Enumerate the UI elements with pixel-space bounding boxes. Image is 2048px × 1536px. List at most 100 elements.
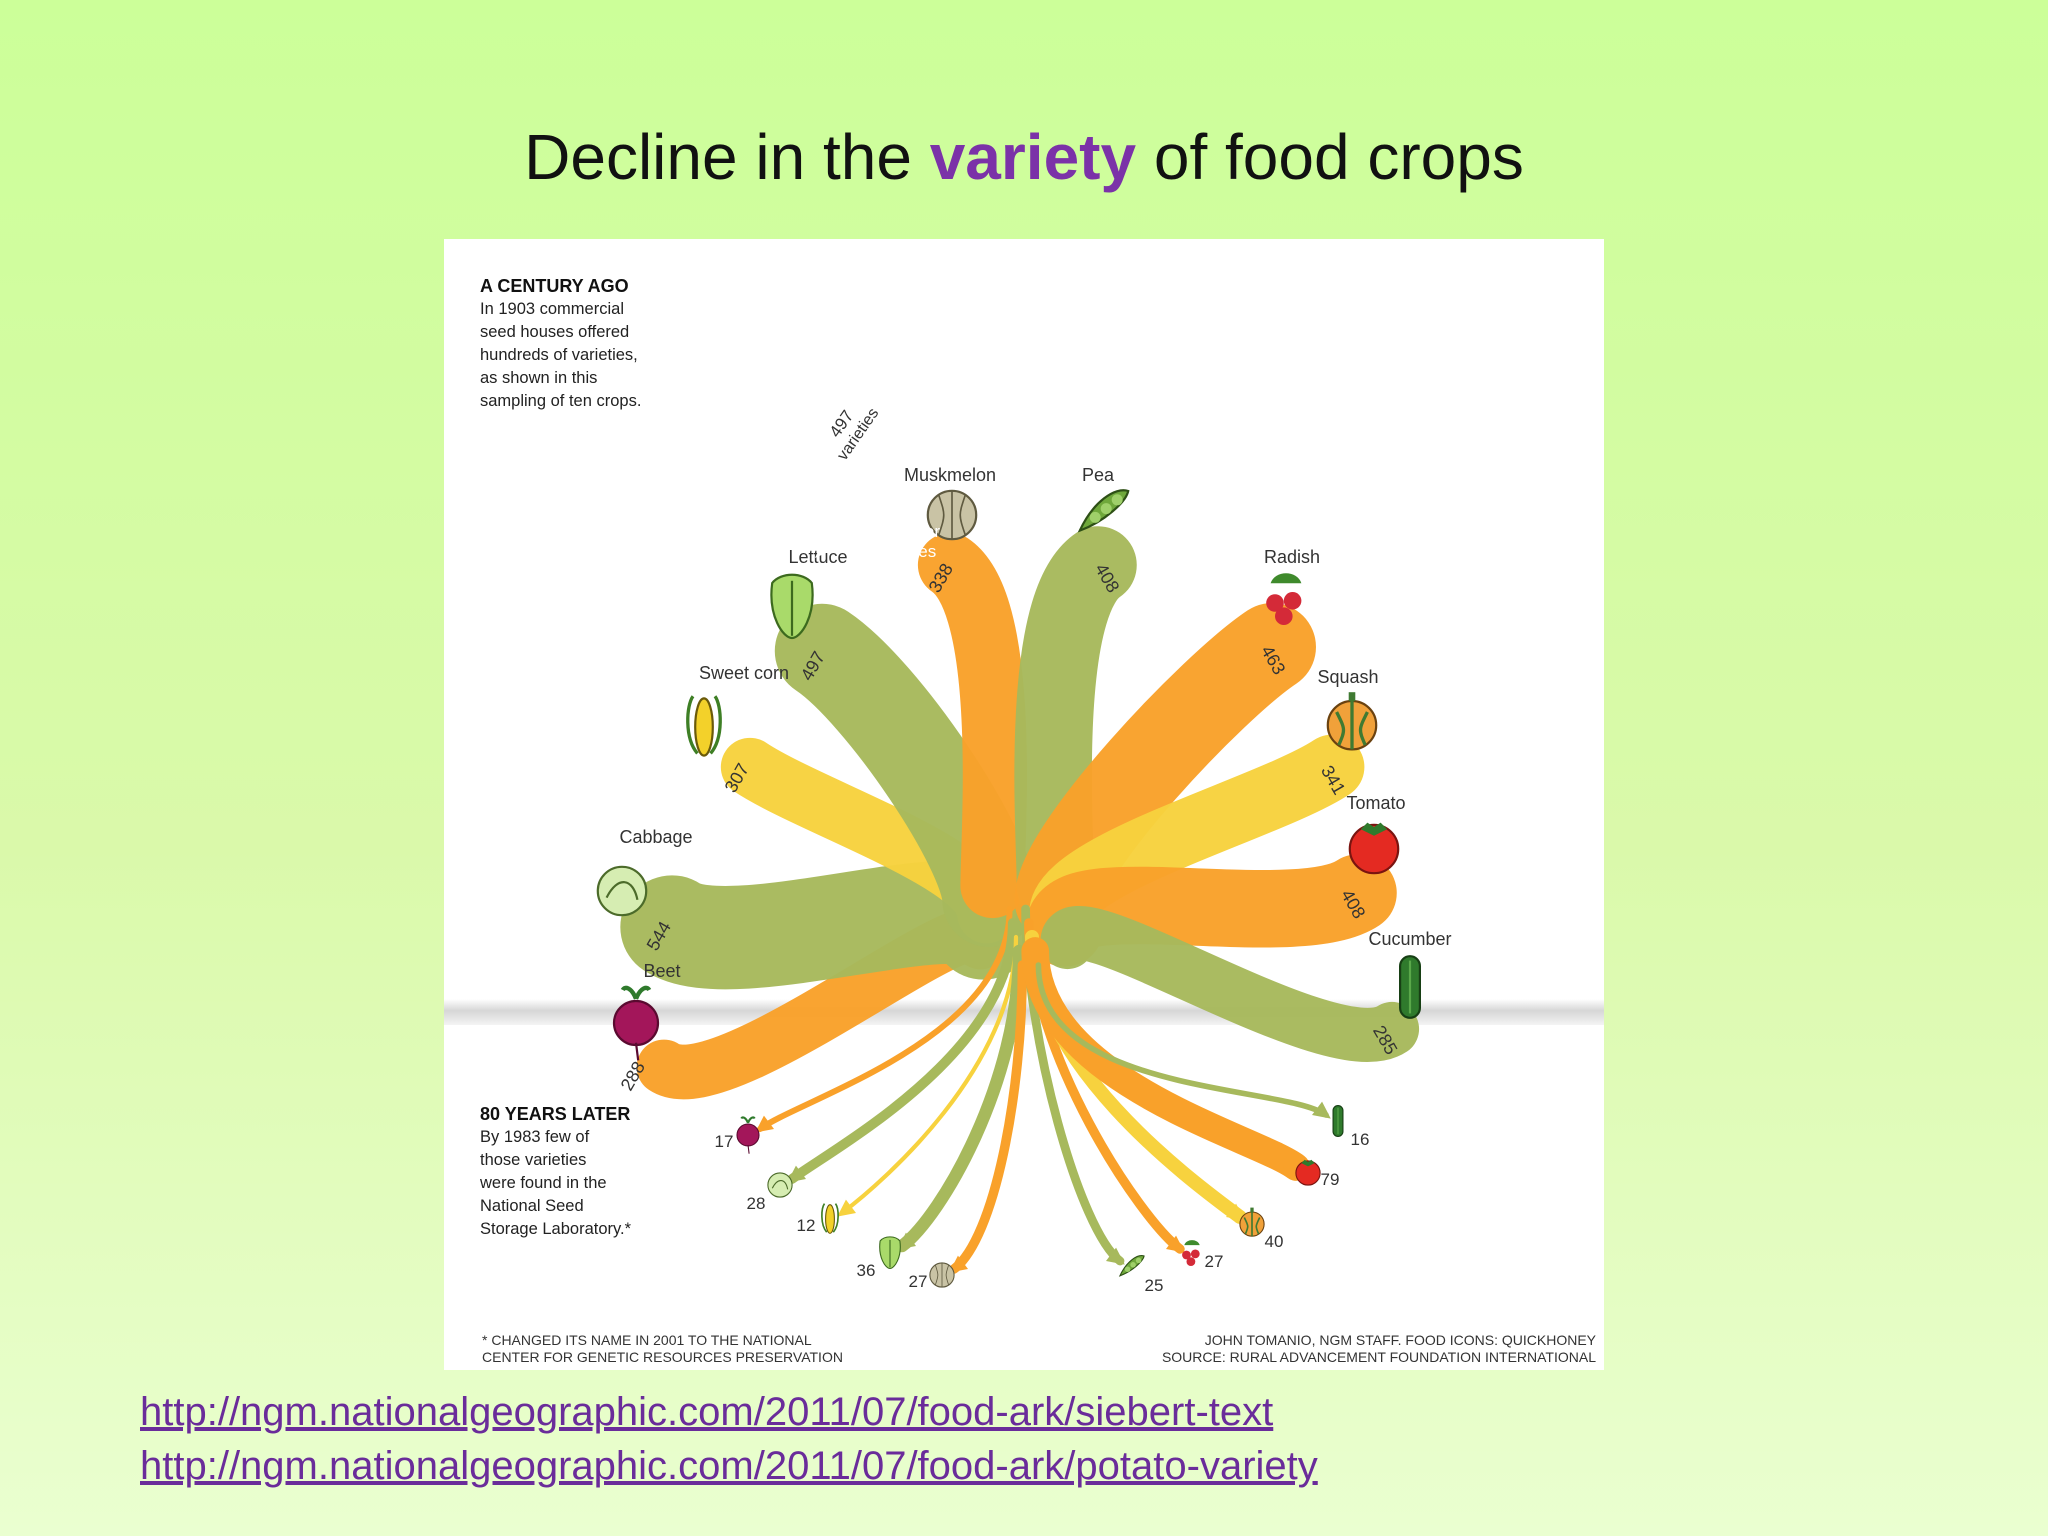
band-cabbage	[620, 860, 1036, 990]
squash-icon	[1326, 692, 1378, 751]
corn-icon-part	[825, 1204, 835, 1234]
pea-icon-part	[1100, 503, 1112, 515]
radish-icon	[1182, 1240, 1200, 1266]
source-credit: JOHN TOMANIO, NGM STAFF. FOOD ICONS: QUI…	[1162, 1332, 1596, 1366]
stem-muskmelon	[949, 960, 1028, 1274]
cabbage-icon-part	[767, 1172, 793, 1198]
cabbage-icon	[767, 1172, 793, 1198]
pea-icon-part	[1135, 1257, 1142, 1264]
stem-lettuce	[895, 944, 1026, 1253]
century-ago-line: as shown in this	[480, 369, 598, 387]
tomato-icon	[1295, 1159, 1321, 1186]
radish-icon-part	[1182, 1250, 1191, 1260]
tomato-icon-part	[1348, 823, 1400, 875]
footnote-line: CENTER FOR GENETIC RESOURCES PRESERVATIO…	[482, 1349, 843, 1365]
beet-icon-part	[736, 1123, 760, 1147]
pea-icon-part	[1124, 1266, 1131, 1272]
title-prefix: Decline in the	[524, 121, 930, 193]
legend-width-arrow	[818, 503, 870, 555]
value-1983-lettuce: 36	[857, 1261, 876, 1280]
stem-cabbage	[787, 918, 1018, 1184]
arrowhead-lettuce	[897, 1232, 916, 1250]
legend-arrowhead-top	[862, 500, 873, 511]
link-siebert-text[interactable]: http://ngm.nationalgeographic.com/2011/0…	[140, 1390, 1274, 1434]
squash-icon-part	[1250, 1207, 1254, 1212]
slide-title: Decline in the variety of food crops	[0, 120, 2048, 194]
cabbage-icon	[596, 865, 648, 917]
value-1983-cabbage: 28	[747, 1194, 766, 1213]
beet-icon	[612, 985, 660, 1061]
title-highlight: variety	[929, 121, 1137, 193]
melon-icon-part	[935, 1262, 949, 1288]
cucumber-icon	[1398, 955, 1422, 1019]
band-cucumber	[1040, 906, 1420, 1062]
years-later-line: those varieties	[480, 1151, 587, 1169]
tomato-icon	[1348, 822, 1400, 875]
footnote: * CHANGED ITS NAME IN 2001 TO THE NATION…	[482, 1332, 843, 1366]
link-potato-variety[interactable]: http://ngm.nationalgeographic.com/2011/0…	[140, 1444, 1318, 1488]
corn-icon-part	[694, 697, 714, 757]
footnote-line: * CHANGED ITS NAME IN 2001 TO THE NATION…	[482, 1332, 812, 1348]
stem-beet	[757, 906, 1013, 1132]
years-later-line: were found in the	[480, 1174, 607, 1192]
squash-icon	[1239, 1207, 1265, 1237]
years-later-heading: 80 YEARS LATER	[480, 1104, 631, 1124]
legend-arrowhead-bottom	[815, 547, 826, 558]
lettuce-icon	[879, 1236, 901, 1270]
century-ago-line: hundreds of varieties,	[480, 346, 638, 364]
legend-text-line: Width	[854, 482, 897, 501]
narrow-stems	[755, 904, 1331, 1274]
century-ago-heading: A CENTURY AGO	[480, 276, 629, 296]
beet-icon-part	[620, 985, 652, 1000]
squash-icon-part	[1243, 1211, 1261, 1237]
radish-icon-part	[1266, 594, 1284, 612]
pea-icon-part	[1089, 511, 1101, 523]
arrowhead-cucumber	[1312, 1101, 1331, 1119]
value-1983-cucumber: 16	[1351, 1130, 1370, 1149]
pea-icon	[1118, 1255, 1145, 1277]
value-1983-squash: 40	[1265, 1232, 1284, 1251]
tomato-icon-part	[1301, 1159, 1315, 1167]
beet-icon	[736, 1116, 760, 1154]
pea-icon-part	[1130, 1262, 1136, 1268]
cabbage-icon-part	[596, 865, 648, 917]
melon-icon-part	[938, 490, 966, 540]
crop-name-beet: Beet	[643, 961, 680, 981]
value-1983-sweet-corn: 12	[797, 1216, 816, 1235]
crop-name-sweet-corn: Sweet corn	[699, 663, 789, 683]
arrowhead-cabbage	[787, 1165, 806, 1183]
source-line: JOHN TOMANIO, NGM STAFF. FOOD ICONS: QUI…	[1204, 1332, 1596, 1348]
crop-name-tomato: Tomato	[1346, 793, 1405, 813]
radish-icon-part	[1283, 592, 1302, 610]
crop-name-pea: Pea	[1082, 465, 1115, 485]
radish-icon-part	[1275, 607, 1293, 625]
beet-icon-part	[740, 1116, 756, 1124]
century-ago-line: In 1903 commercial	[480, 300, 624, 318]
title-suffix: of food crops	[1136, 121, 1524, 193]
value-1983-tomato: 79	[1321, 1170, 1340, 1189]
corn-icon-part	[686, 695, 722, 755]
years-later-line: National Seed	[480, 1197, 584, 1215]
cabbage-icon-part	[771, 1180, 789, 1190]
band-muskmelon	[917, 532, 1027, 919]
squash-icon-part	[1335, 700, 1369, 750]
arrowhead-radish	[1166, 1235, 1185, 1253]
stem-cucumber	[1035, 962, 1329, 1118]
cabbage-icon-part	[605, 881, 639, 901]
legend-text-line: the number	[854, 522, 940, 541]
crop-name-lettuce: Lettuce	[788, 547, 847, 567]
crop-name-muskmelon: Muskmelon	[904, 465, 996, 485]
legend-text-line: equals	[854, 502, 904, 521]
arrowhead-tomato	[1282, 1153, 1301, 1171]
radish-icon-part	[1270, 573, 1302, 584]
beet-icon-part	[612, 999, 660, 1047]
century-ago-line: sampling of ten crops.	[480, 392, 642, 410]
crop-name-cucumber: Cucumber	[1368, 929, 1451, 949]
pea-icon	[1077, 489, 1130, 533]
radish-icon-part	[1190, 1249, 1200, 1259]
variety-tree-chart: 288 Beet 17 544 Cabbage 28 307 Sweet corn 12 497 L…	[444, 239, 1604, 1370]
beet-icon-part	[747, 1144, 750, 1154]
crop-name-cabbage: Cabbage	[619, 827, 692, 847]
melon-icon	[929, 1262, 955, 1288]
melon-icon	[926, 489, 978, 541]
